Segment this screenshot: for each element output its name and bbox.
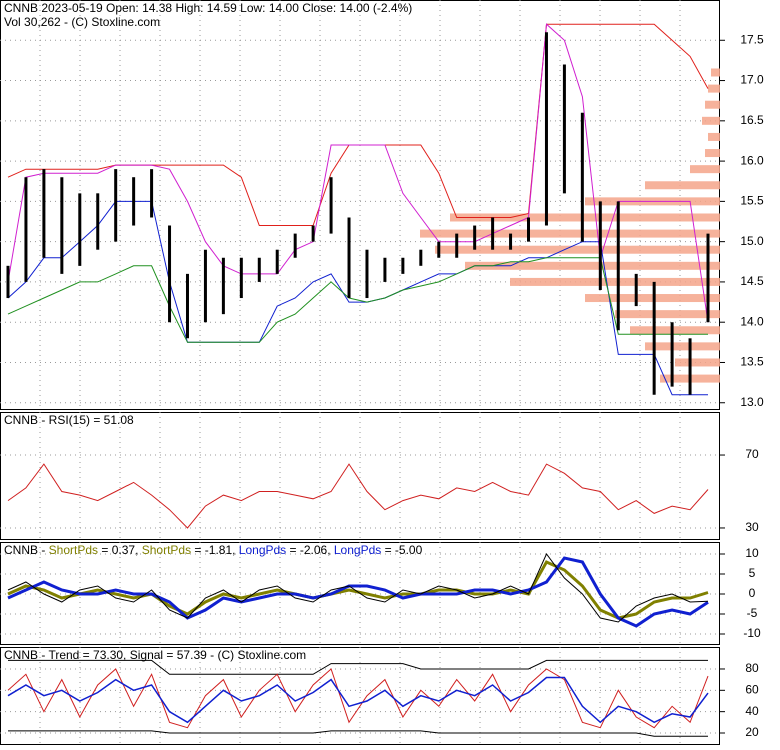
- series-line: [7, 23, 709, 323]
- y-tick-label: 15.0: [740, 234, 764, 248]
- y-tick-label: 80: [745, 661, 759, 675]
- volume-profile-bar: [510, 277, 720, 286]
- volume-profile-bar: [450, 213, 720, 222]
- volume-profile-bar: [435, 245, 720, 254]
- y-tick-label: -5: [747, 606, 758, 620]
- y-tick-label: 5: [749, 566, 756, 580]
- y-tick-label: -10: [743, 626, 761, 640]
- title-part: ShortPds: [142, 543, 191, 557]
- y-tick-label: 40: [745, 704, 759, 718]
- series-line: [7, 556, 709, 628]
- volume-profile-bar: [708, 84, 720, 93]
- volume-profile-bar: [711, 68, 720, 77]
- y-tick-label: 16.5: [740, 113, 764, 127]
- y-tick-label: 0: [749, 586, 756, 600]
- panel-title: CNNB - RSI(15) = 51.08: [4, 413, 134, 427]
- volume-profile-bar: [645, 181, 720, 190]
- y-tick-label: 17.5: [740, 32, 764, 46]
- series-line: [8, 730, 708, 737]
- y-tick-label: 20: [745, 725, 759, 739]
- title-part: = -5.00: [381, 543, 422, 557]
- volume-profile-bar: [615, 310, 720, 319]
- panel-title: CNNB - Trend = 73.30, Signal = 57.39 - (…: [4, 648, 306, 662]
- volume-profile-bar: [705, 149, 720, 158]
- series-line: [7, 553, 709, 623]
- volume-profile-bar: [585, 294, 720, 303]
- y-tick-label: 17.0: [740, 73, 764, 87]
- series-line: [8, 659, 708, 675]
- series-line: [7, 676, 709, 724]
- y-tick-label: 14.5: [740, 274, 764, 288]
- title-part: ShortPds: [49, 543, 98, 557]
- y-tick-label: 16.0: [740, 153, 764, 167]
- title-part: = -1.81,: [191, 543, 239, 557]
- panel-subtitle: Vol 30,262 - (C) Stoxline.com: [4, 15, 160, 29]
- series-line: [7, 257, 708, 343]
- y-tick-label: 10: [745, 546, 759, 560]
- volume-profile-bar: [630, 326, 720, 335]
- volume-profile-bar: [645, 342, 720, 351]
- volume-profile-bar: [420, 229, 720, 238]
- volume-profile-bar: [708, 132, 720, 141]
- title-part: = -2.06,: [286, 543, 334, 557]
- volume-profile-bar: [465, 261, 720, 270]
- y-tick-label: 70: [745, 447, 759, 461]
- volume-profile-bar: [702, 116, 720, 125]
- y-tick-label: 13.5: [740, 355, 764, 369]
- panel-title: CNNB 2023-05-19 Open: 14.38 High: 14.59 …: [4, 1, 412, 15]
- title-part: = 0.37,: [98, 543, 142, 557]
- series-line: [7, 668, 709, 729]
- y-tick-label: 15.5: [740, 194, 764, 208]
- series-line: [7, 200, 708, 396]
- series-line: [7, 463, 709, 529]
- volume-profile-bar: [705, 100, 720, 109]
- y-tick-label: 13.0: [740, 395, 764, 409]
- title-part: LongPds: [239, 543, 286, 557]
- volume-profile-bar: [675, 358, 720, 367]
- y-tick-label: 60: [745, 682, 759, 696]
- volume-profile-bar: [690, 165, 720, 174]
- title-part: LongPds: [334, 543, 381, 557]
- y-tick-label: 14.0: [740, 314, 764, 328]
- title-part: CNNB -: [4, 543, 49, 557]
- panel-title: CNNB - ShortPds = 0.37, ShortPds = -1.81…: [4, 543, 423, 557]
- y-tick-label: 30: [745, 520, 759, 534]
